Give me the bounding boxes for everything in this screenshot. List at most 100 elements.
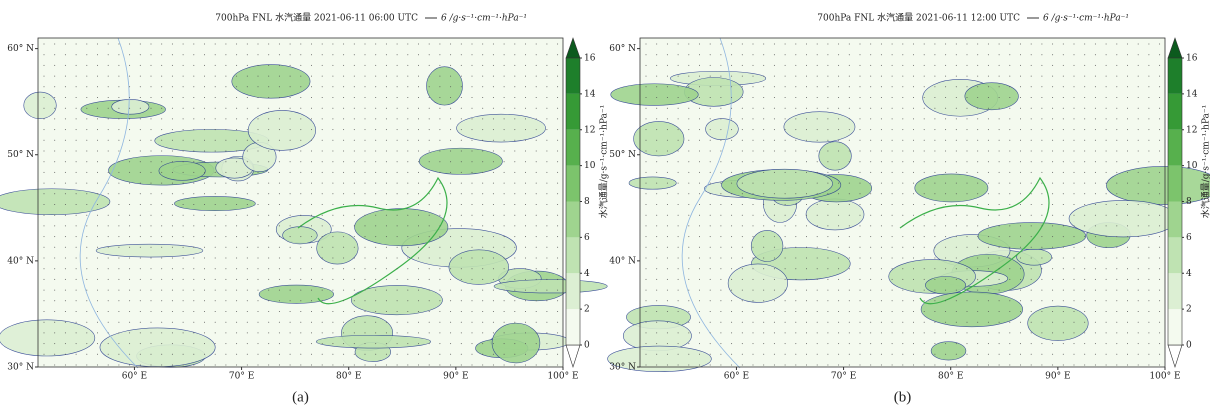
colorbar-segment <box>1168 202 1182 238</box>
grid-dot <box>945 129 946 130</box>
grid-dot <box>1020 365 1021 366</box>
grid-dot <box>753 151 754 152</box>
grid-dot <box>450 54 451 55</box>
grid-dot <box>279 311 280 312</box>
grid-dot <box>236 204 237 205</box>
grid-dot <box>688 161 689 162</box>
grid-dot <box>1041 108 1042 109</box>
grid-dot <box>913 140 914 141</box>
grid-dot <box>860 365 861 366</box>
grid-dot <box>65 236 66 237</box>
grid-dot <box>934 311 935 312</box>
grid-dot <box>1020 300 1021 301</box>
grid-dot <box>300 311 301 312</box>
grid-dot <box>225 44 226 45</box>
grid-dot <box>1116 97 1117 98</box>
grid-dot <box>688 300 689 301</box>
grid-dot <box>817 76 818 77</box>
grid-dot <box>806 215 807 216</box>
grid-dot <box>343 108 344 109</box>
grid-dot <box>514 365 515 366</box>
grid-dot <box>1159 44 1160 45</box>
map-title: 700hPa FNL 水汽通量 2021-06-11 12:00 UTC <box>817 12 1020 24</box>
grid-dot <box>236 97 237 98</box>
colorbar-segment <box>1168 309 1182 345</box>
grid-dot <box>161 76 162 77</box>
grid-dot <box>870 268 871 269</box>
grid-dot <box>65 311 66 312</box>
grid-dot <box>1031 118 1032 119</box>
grid-dot <box>667 86 668 87</box>
grid-dot <box>1020 279 1021 280</box>
grid-dot <box>753 268 754 269</box>
grid-dot <box>720 311 721 312</box>
grid-dot <box>76 108 77 109</box>
grid-dot <box>806 97 807 98</box>
grid-dot <box>1063 311 1064 312</box>
grid-dot <box>97 44 98 45</box>
grid-dot <box>311 258 312 259</box>
grid-dot <box>892 332 893 333</box>
grid-dot <box>129 161 130 162</box>
grid-dot <box>763 268 764 269</box>
grid-dot <box>236 365 237 366</box>
grid-dot <box>108 193 109 194</box>
grid-dot <box>76 268 77 269</box>
grid-dot <box>161 258 162 259</box>
grid-dot <box>892 76 893 77</box>
grid-dot <box>934 290 935 291</box>
grid-dot <box>913 322 914 323</box>
grid-dot <box>247 343 248 344</box>
y-tick-label: 50° N <box>7 150 34 160</box>
grid-dot <box>482 365 483 366</box>
grid-dot <box>913 311 914 312</box>
grid-dot <box>193 140 194 141</box>
grid-dot <box>461 268 462 269</box>
grid-dot <box>795 290 796 291</box>
grid-dot <box>151 129 152 130</box>
grid-dot <box>172 268 173 269</box>
grid-dot <box>557 65 558 66</box>
grid-dot <box>934 118 935 119</box>
grid-dot <box>354 268 355 269</box>
grid-dot <box>514 268 515 269</box>
grid-dot <box>1063 97 1064 98</box>
grid-dot <box>1106 76 1107 77</box>
grid-dot <box>461 76 462 77</box>
grid-dot <box>1106 332 1107 333</box>
grid-dot <box>763 343 764 344</box>
grid-dot <box>742 332 743 333</box>
grid-dot <box>76 215 77 216</box>
grid-dot <box>1009 279 1010 280</box>
grid-dot <box>557 161 558 162</box>
grid-dot <box>300 236 301 237</box>
grid-dot <box>817 129 818 130</box>
colorbar-tick-label: 10 <box>584 161 596 171</box>
grid-dot <box>1020 86 1021 87</box>
grid-dot <box>720 151 721 152</box>
grid-dot <box>44 365 45 366</box>
grid-dot <box>1084 215 1085 216</box>
grid-dot <box>945 311 946 312</box>
grid-dot <box>268 311 269 312</box>
grid-dot <box>827 311 828 312</box>
grid-dot <box>1116 54 1117 55</box>
grid-dot <box>247 76 248 77</box>
grid-dot <box>774 322 775 323</box>
grid-dot <box>65 322 66 323</box>
grid-dot <box>236 86 237 87</box>
grid-dot <box>151 354 152 355</box>
grid-dot <box>225 268 226 269</box>
grid-dot <box>332 247 333 248</box>
grid-dot <box>956 172 957 173</box>
grid-dot <box>934 44 935 45</box>
flux-area <box>0 189 110 215</box>
grid-dot <box>290 215 291 216</box>
grid-dot <box>1031 76 1032 77</box>
grid-dot <box>311 279 312 280</box>
grid-dot <box>785 183 786 184</box>
grid-dot <box>902 65 903 66</box>
grid-dot <box>1031 268 1032 269</box>
grid-dot <box>86 172 87 173</box>
grid-dot <box>290 97 291 98</box>
